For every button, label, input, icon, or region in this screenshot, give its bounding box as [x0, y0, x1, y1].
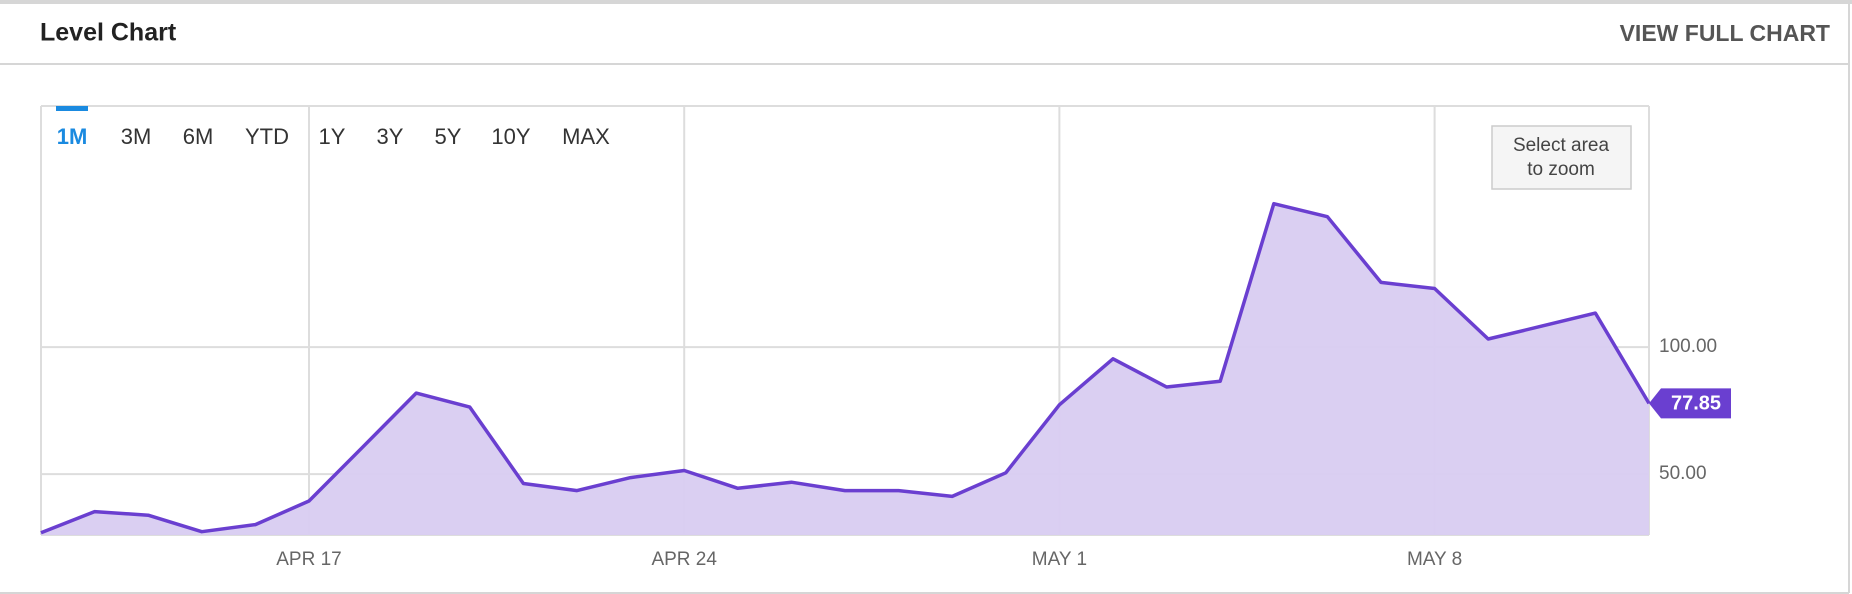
last-value-tag — [1649, 388, 1731, 419]
range-button[interactable]: YTD — [245, 124, 289, 149]
active-indicator — [56, 106, 88, 111]
zoom-hint-box — [1491, 125, 1632, 190]
plot: 50.00 100.00 APR 17 APR 24 MAY 1 MAY 8 77.85 — [40, 105, 1731, 570]
top-border — [0, 0, 1852, 4]
range-button[interactable]: 6M — [183, 124, 214, 149]
range-button[interactable]: 5Y — [435, 124, 462, 149]
range-button[interactable]: 1Y — [319, 124, 346, 149]
zoom-hint: to zoom — [1527, 159, 1595, 180]
line — [40, 201, 1651, 535]
range-button[interactable]: 1M — [57, 124, 88, 149]
last-value-label: 77.85 — [1671, 393, 1721, 415]
x-tick-label: APR 17 — [276, 549, 341, 570]
x-tick-label: MAY 8 — [1407, 549, 1462, 570]
range-button[interactable]: 3M — [121, 124, 152, 149]
range-button[interactable]: MAX — [562, 124, 610, 149]
range-button[interactable]: 10Y — [491, 124, 530, 149]
y-tick-label: 100.00 — [1659, 336, 1717, 357]
x-tick-label: APR 24 — [651, 549, 717, 570]
range-button[interactable]: 3Y — [377, 124, 404, 149]
y-tick-label: 50.00 — [1659, 463, 1707, 484]
zoom-hint: Select area — [1513, 135, 1610, 156]
view-full-chart[interactable]: VIEW FULL CHART — [1620, 20, 1830, 46]
x-tick-label: MAY 1 — [1032, 549, 1087, 570]
area — [41, 203, 1649, 535]
title: Level Chart — [40, 19, 177, 47]
